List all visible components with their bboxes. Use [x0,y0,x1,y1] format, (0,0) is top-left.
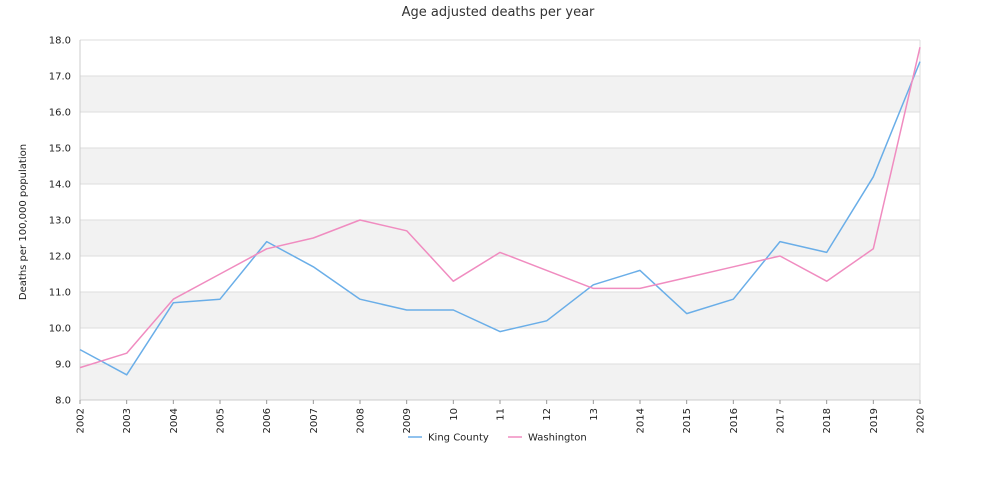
y-tick-label: 11.0 [49,288,71,299]
legend-label: King County [428,433,489,444]
x-axis-ticks: 2002 2003 2004 2005 2006 2007 2008 2009 10 11 12 13… [76,400,927,433]
y-axis-ticks: 8.0 9.0 10.0 11.0 12.0 13.0 14.0 15.0 16.0 17.0 18… [49,36,71,407]
y-tick-label: 18.0 [49,36,71,47]
y-tick-label: 14.0 [49,180,71,191]
x-tick-label: 13 [589,408,600,421]
y-tick-label: 9.0 [55,360,71,371]
legend: King County Washington [408,433,587,444]
grid-band [80,220,920,256]
y-tick-label: 17.0 [49,72,71,83]
series-lines [79,47,921,376]
x-tick-label: 2017 [776,408,787,433]
y-axis-label: Deaths per 100,000 population [18,144,29,300]
x-tick-label: 2002 [76,408,87,433]
x-tick-label: 2004 [169,408,180,433]
x-tick-label: 2019 [869,408,880,433]
grid-band [80,40,920,76]
grid-band [80,184,920,220]
series-line-washington [79,47,921,369]
x-tick-label: 2018 [822,408,833,433]
chart-title: Age adjusted deaths per year [402,5,595,20]
y-tick-label: 8.0 [55,396,71,407]
x-tick-label: 2016 [729,408,740,433]
series-line-king-county [79,61,921,376]
grid-bands [80,40,920,400]
grid-band [80,256,920,292]
x-tick-label: 2006 [262,408,273,433]
x-tick-label: 10 [449,408,460,421]
x-tick-label: 2007 [309,408,320,433]
y-tick-label: 10.0 [49,324,71,335]
x-tick-label: 2020 [916,408,927,433]
legend-label: Washington [528,433,587,444]
y-tick-label: 16.0 [49,108,71,119]
x-tick-label: 2008 [356,408,367,433]
grid-band [80,364,920,400]
y-tick-label: 13.0 [49,216,71,227]
grid-band [80,148,920,184]
x-tick-label: 11 [496,408,507,421]
x-tick-label: 2015 [682,408,693,433]
grid-band [80,328,920,364]
grid-band [80,292,920,328]
x-tick-label: 2009 [402,408,413,433]
x-tick-label: 12 [542,408,553,421]
x-tick-label: 2005 [216,408,227,433]
y-tick-label: 15.0 [49,144,71,155]
y-tick-label: 12.0 [49,252,71,263]
x-tick-label: 2003 [122,408,133,433]
grid-band [80,112,920,148]
x-tick-label: 2014 [636,408,647,433]
grid-band [80,76,920,112]
